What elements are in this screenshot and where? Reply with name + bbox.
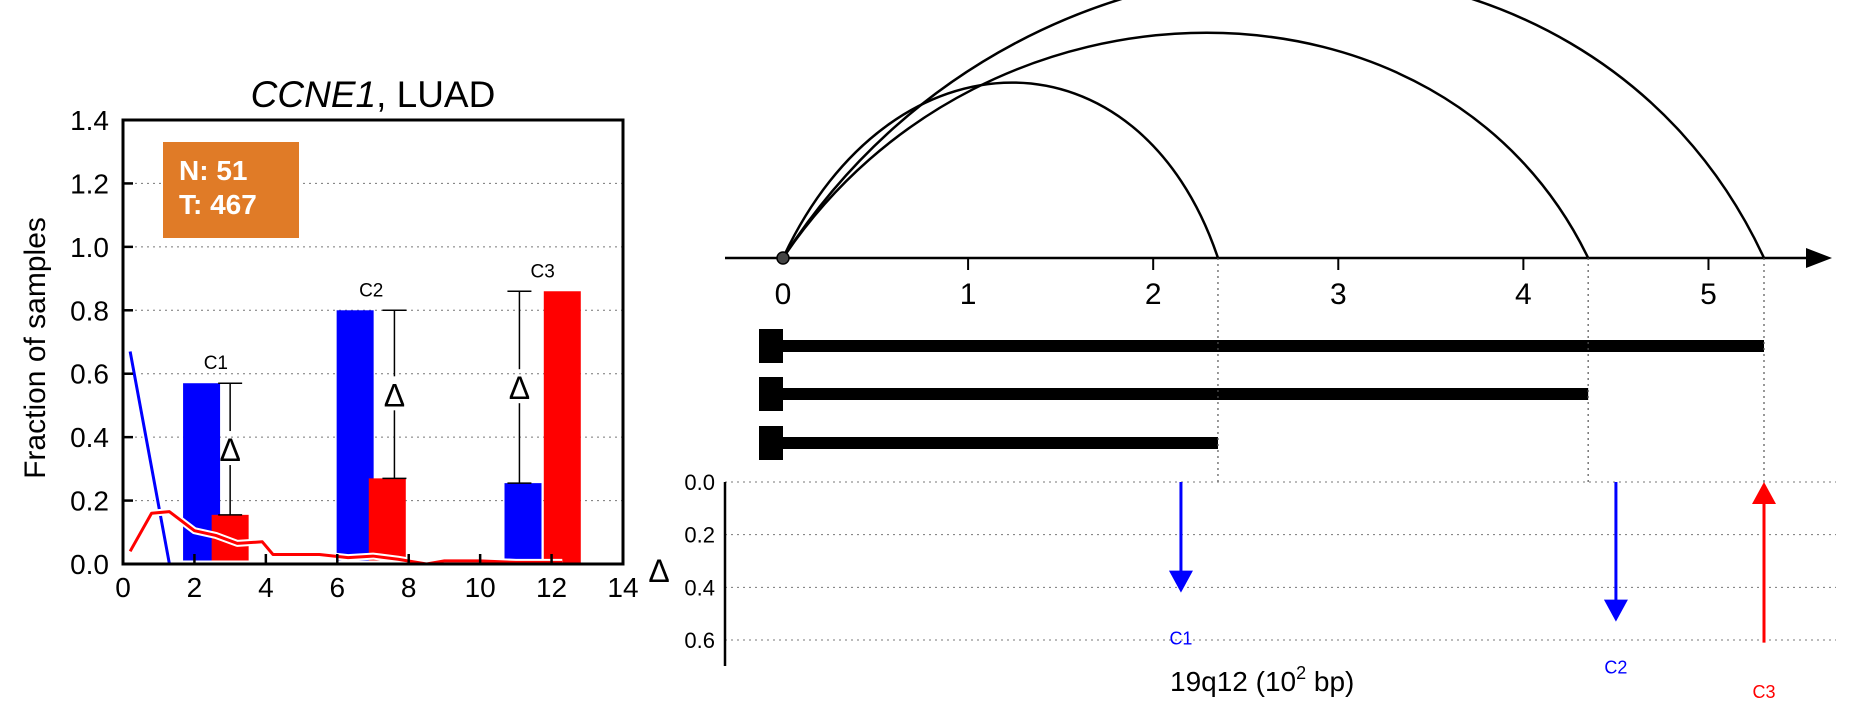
axis-tick-label: 4: [1515, 278, 1532, 311]
axis-tick-label: 5: [1700, 278, 1717, 311]
y-tick-label: 0.6: [70, 359, 109, 390]
segment-start-block: [759, 377, 783, 411]
chart-title: CCNE1, LUAD: [251, 74, 496, 115]
delta-gridlines: [725, 481, 1836, 641]
segment-start-block: [759, 426, 783, 460]
delta-tick-label: 0.4: [684, 575, 715, 600]
series-line: [128, 510, 563, 566]
left-ticks: 0.0 0.2 0.4 0.6 0.8 1.0 1.2 1.4 0 2 4 6 8 10 12 14: [70, 105, 639, 603]
region-label-tail: bp): [1306, 666, 1354, 697]
delta-tick-label: 0.2: [684, 523, 715, 548]
x-tick-label: 6: [329, 572, 345, 603]
x-tick-label: 12: [536, 572, 567, 603]
chart-title-rest: , LUAD: [376, 74, 495, 115]
delta-tick-label: 0.6: [684, 628, 715, 653]
cluster-label: C1: [204, 353, 228, 374]
connection-arc: [781, 81, 1220, 259]
axis-tick-label: 2: [1145, 278, 1162, 311]
y-tick-label: 1.2: [70, 168, 109, 199]
delta-symbol: Δ: [219, 432, 240, 468]
legend-line-n: N: 51: [179, 155, 247, 186]
delta-arrow-head: [1752, 482, 1776, 504]
origin-dot: [776, 251, 790, 265]
connection-arc: [781, 31, 1590, 259]
delta-arrow-head: [1168, 570, 1193, 593]
bar: [336, 310, 374, 564]
delta-arrow-label: C1: [1169, 629, 1192, 649]
delta-symbol: Δ: [384, 377, 405, 413]
x-tick-label: 2: [187, 572, 203, 603]
y-axis-label: Fraction of samples: [19, 217, 52, 479]
delta-axis-label: Δ: [648, 553, 669, 589]
legend-background: [163, 142, 299, 238]
x-tick-label: 4: [258, 572, 274, 603]
delta-arrow-label: C2: [1604, 658, 1627, 678]
delta-ticks: 0.0 0.2 0.4 0.6: [684, 470, 715, 653]
x-tick-label: 10: [465, 572, 496, 603]
connection-arc: [781, 0, 1766, 259]
cluster-label: C3: [530, 261, 554, 282]
chart-title-gene: CCNE1: [251, 74, 376, 115]
x-tick-label: 14: [607, 572, 638, 603]
region-label-sup: 2: [1296, 663, 1306, 683]
x-tick-label: 8: [401, 572, 417, 603]
axis-tick-label: 3: [1330, 278, 1347, 311]
plot-frame: [121, 118, 625, 566]
y-tick-label: 1.4: [70, 105, 109, 136]
delta-arrows: C1 C2 C3: [1168, 482, 1776, 702]
y-tick-label: 0.4: [70, 422, 109, 453]
bar: [368, 478, 406, 564]
delta-arrow-label: C3: [1752, 682, 1775, 702]
axis-arrowhead: [1806, 248, 1832, 268]
y-tick-label: 1.0: [70, 232, 109, 263]
delta-tick-label: 0.0: [684, 470, 715, 495]
segment-start-block: [759, 329, 783, 363]
x-tick-label: 0: [115, 572, 131, 603]
legend-box: N: 51 T: 467: [163, 142, 299, 238]
region-label-main: 19q12 (10: [1170, 666, 1296, 697]
y-tick-label: 0.8: [70, 295, 109, 326]
delta-symbol: Δ: [509, 370, 530, 406]
bar-chart-panel: CCNE1, LUAD Fraction of samples Δ C1 Δ C2 Δ C…: [19, 74, 639, 603]
y-tick-label: 0.0: [70, 549, 109, 580]
region-axis-label: 19q12 (102 bp): [1170, 663, 1354, 697]
segment-bar: [783, 437, 1218, 449]
left-delta-markers: Δ C1 Δ C2 Δ C3: [204, 261, 555, 516]
axis-tick-label: 1: [960, 278, 977, 311]
segment-bar: [783, 340, 1764, 352]
segments: [759, 329, 1764, 460]
legend-line-t: T: 467: [179, 189, 257, 220]
axis-tick-label: 0: [775, 278, 792, 311]
delta-arrow-head: [1603, 599, 1628, 622]
bar: [543, 291, 581, 564]
vertical-guides: [1217, 258, 1765, 482]
y-tick-label: 0.2: [70, 486, 109, 517]
left-bars: [183, 291, 581, 564]
axis-ticks: 0 1 2 3 4 5: [775, 258, 1717, 311]
arcs: [781, 0, 1766, 259]
cluster-label: C2: [359, 280, 383, 301]
bar: [504, 483, 542, 564]
segment-bar: [783, 388, 1589, 400]
